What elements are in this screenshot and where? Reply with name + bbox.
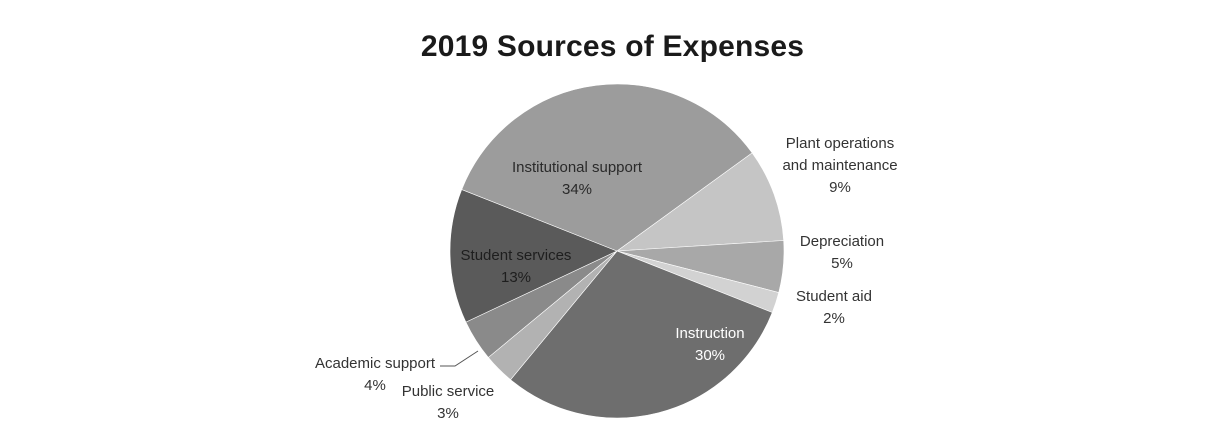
slice-percent-student-services: 13% <box>501 269 531 286</box>
slice-label-depreciation: Depreciation 5% <box>800 233 884 272</box>
slice-percent-institutional-support: 34% <box>562 181 592 198</box>
pie-slice-student-services <box>449 189 618 323</box>
leader-line-academic-support <box>440 350 479 367</box>
pie-slice-institutional-support <box>461 83 753 252</box>
slice-percent-plant-operations-and-maintenance: 9% <box>829 179 851 196</box>
slice-name-student-services: Student services <box>461 247 572 264</box>
slice-percent-instruction: 30% <box>695 347 725 364</box>
slice-percent-academic-support: 4% <box>364 377 386 394</box>
slice-name-plant-operations-and-maintenance: Plant operations <box>786 135 894 152</box>
slice-percent-depreciation: 5% <box>831 255 853 272</box>
slice-label-public-service: Public service 3% <box>402 383 495 422</box>
slice-label-plant-operations-and-maintenance: Plant operations and maintenance 9% <box>782 135 897 196</box>
slice-percent-public-service: 3% <box>437 405 459 422</box>
chart-title: 2019 Sources of Expenses <box>420 30 805 63</box>
slice-name-depreciation: Depreciation <box>800 233 884 250</box>
slice-label-instruction: Instruction 30% <box>675 325 744 364</box>
slice-label-student-services: Student services 13% <box>461 247 572 286</box>
slice-label-academic-support: Academic support 4% <box>315 355 436 394</box>
slice-percent-student-aid: 2% <box>823 310 845 327</box>
slice-label-institutional-support: Institutional support 34% <box>512 159 643 198</box>
slice-name-student-aid: Student aid <box>796 288 872 305</box>
slice-name-institutional-support: Institutional support <box>512 159 643 176</box>
slice-name-instruction: Instruction <box>675 325 744 342</box>
slice-name-plant-operations-and-maintenance: and maintenance <box>782 157 897 174</box>
pie-slice-instruction <box>510 250 773 419</box>
slice-name-public-service: Public service <box>402 383 495 400</box>
slice-label-student-aid: Student aid 2% <box>796 288 872 327</box>
pie-slice-plant-operations-and-maintenance <box>615 152 784 252</box>
slice-name-academic-support: Academic support <box>315 355 436 372</box>
